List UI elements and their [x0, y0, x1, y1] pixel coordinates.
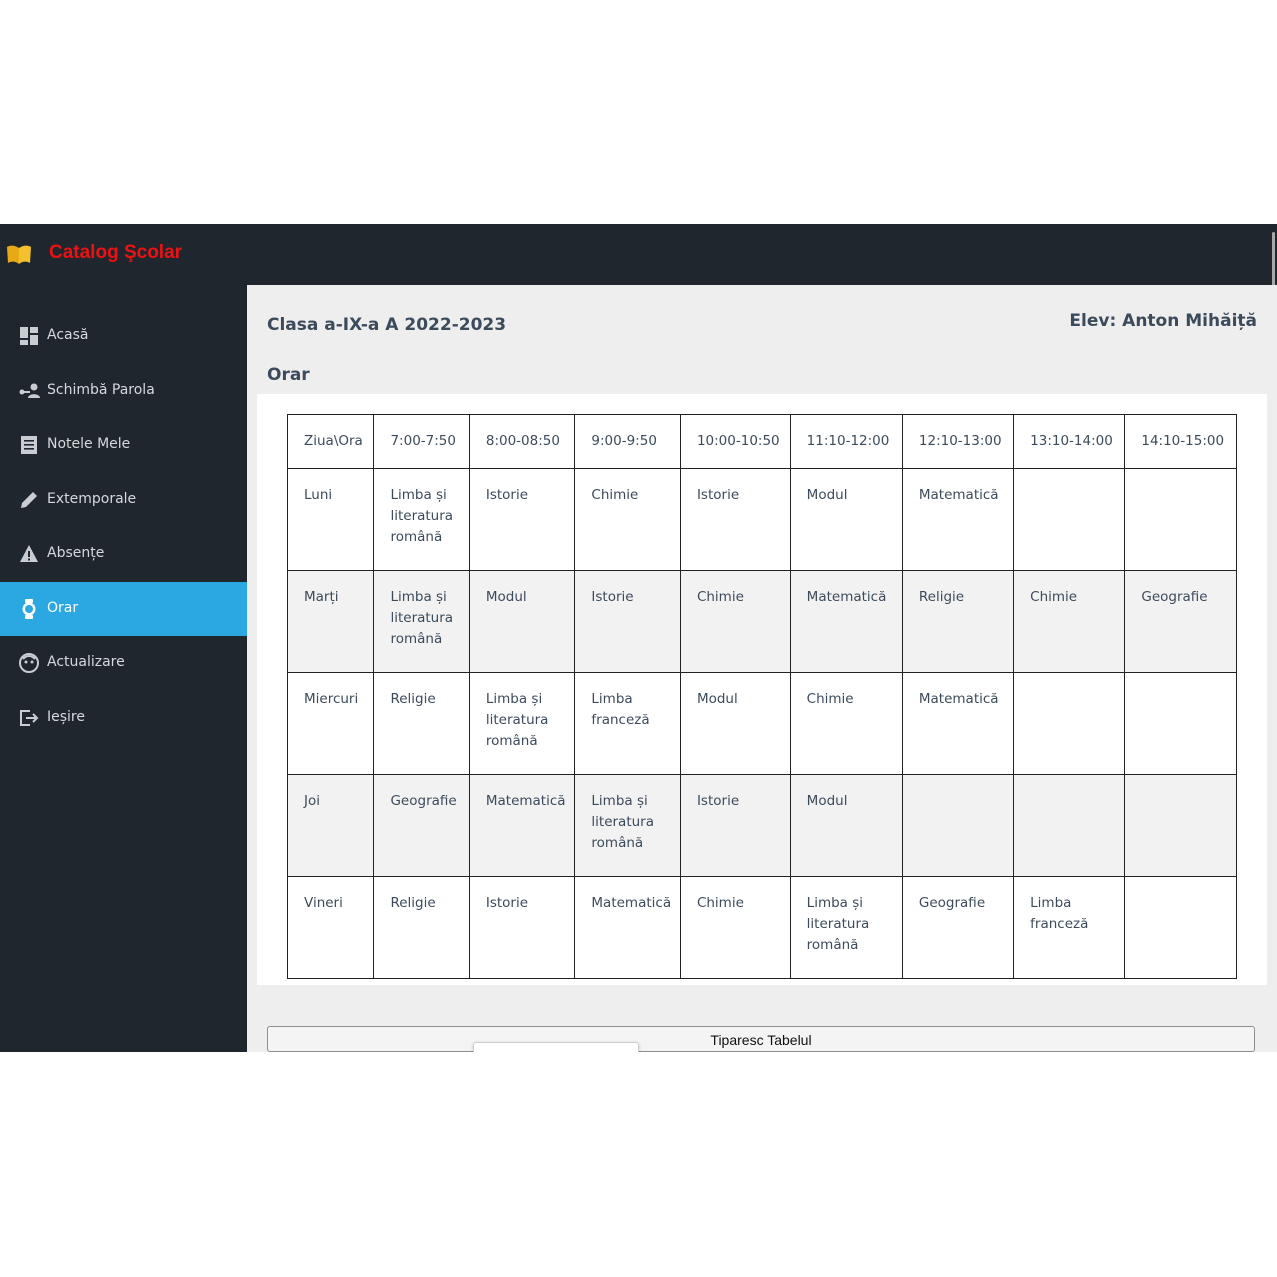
- table-cell: Modul: [468, 570, 576, 673]
- table-cell: Limba și literatura română: [373, 468, 470, 571]
- dashboard-icon: [19, 326, 39, 346]
- table-cell: Istorie: [679, 468, 791, 571]
- day-cell: Vineri: [287, 876, 375, 979]
- book-icon: [6, 244, 32, 270]
- sidebar-item-extemporale[interactable]: Extemporale: [0, 473, 247, 527]
- sidebar-item-label: Notele Mele: [47, 436, 131, 452]
- table-cell: Chimie: [679, 876, 791, 979]
- sidebar-item-orar[interactable]: Orar: [0, 582, 247, 636]
- day-cell: Joi: [287, 774, 375, 877]
- header-cell: 13:10-14:00: [1013, 414, 1126, 469]
- table-cell: [1013, 672, 1126, 775]
- header-cell: 9:00-9:50: [574, 414, 681, 469]
- table-cell: [1124, 876, 1237, 979]
- class-title: Clasa a-IX-a A 2022-2023: [267, 315, 507, 335]
- print-table-button[interactable]: Tiparesc Tabelul: [267, 1026, 1255, 1052]
- header-cell: 8:00-08:50: [468, 414, 576, 469]
- sidebar-item-label: Extemporale: [47, 491, 137, 507]
- table-row: Joi Geografie Matematică Limba și litera…: [287, 774, 1237, 877]
- section-title: Orar: [267, 365, 310, 385]
- table-row: Miercuri Religie Limba și literatura rom…: [287, 672, 1237, 775]
- table-cell: [901, 774, 1015, 877]
- table-cell: [1124, 468, 1237, 571]
- app-window: Catalog Şcolar Acasă Schimbă Parola Note…: [0, 224, 1277, 1052]
- header-cell: 10:00-10:50: [679, 414, 791, 469]
- table-cell: Istorie: [574, 570, 681, 673]
- table-cell: Limba și literatura română: [373, 570, 470, 673]
- table-row: Marți Limba și literatura română Modul I…: [287, 570, 1237, 673]
- table-cell: [1013, 774, 1126, 877]
- sidebar-item-label: Actualizare: [47, 654, 125, 670]
- table-cell: Chimie: [1013, 570, 1126, 673]
- table-cell: Matematică: [789, 570, 903, 673]
- sidebar-item-label: Schimbă Parola: [47, 382, 155, 398]
- sidebar: Acasă Schimbă Parola Notele Mele Extempo…: [0, 285, 247, 1052]
- header-cell: 7:00-7:50: [373, 414, 470, 469]
- day-cell: Marți: [287, 570, 375, 673]
- table-cell: Chimie: [679, 570, 791, 673]
- table-cell: Chimie: [789, 672, 903, 775]
- notes-icon: [19, 435, 39, 455]
- main-content: Clasa a-IX-a A 2022-2023 Elev: Anton Mih…: [247, 285, 1277, 1052]
- table-cell: Limba franceză: [1013, 876, 1126, 979]
- table-cell: Matematică: [901, 672, 1015, 775]
- table-header-row: Ziua\Ora 7:00-7:50 8:00-08:50 9:00-9:50 …: [287, 414, 1237, 469]
- header-cell: Ziua\Ora: [287, 414, 375, 469]
- user-key-icon: [19, 381, 40, 401]
- table-cell: Matematică: [574, 876, 681, 979]
- table-row: Luni Limba și literatura română Istorie …: [287, 468, 1237, 571]
- table-cell: Religie: [901, 570, 1015, 673]
- header-cell: 11:10-12:00: [789, 414, 903, 469]
- table-cell: Matematică: [468, 774, 576, 877]
- top-bar: Catalog Şcolar: [0, 224, 1277, 1022]
- table-cell: Chimie: [574, 468, 681, 571]
- sidebar-item-schimba-parola[interactable]: Schimbă Parola: [0, 364, 247, 418]
- table-cell: [1124, 672, 1237, 775]
- sidebar-item-actualizare[interactable]: Actualizare: [0, 636, 247, 690]
- table-cell: Geografie: [373, 774, 470, 877]
- sidebar-item-iesire[interactable]: Ieșire: [0, 691, 247, 745]
- table-cell: Religie: [373, 672, 470, 775]
- sidebar-item-absente[interactable]: Absențe: [0, 527, 247, 581]
- day-cell: Luni: [287, 468, 375, 571]
- sidebar-item-acasa[interactable]: Acasă: [0, 309, 247, 363]
- table-row: Vineri Religie Istorie Matematică Chimie…: [287, 876, 1237, 979]
- sidebar-item-label: Ieșire: [47, 709, 85, 725]
- header-cell: 14:10-15:00: [1124, 414, 1237, 469]
- table-cell: Limba și literatura română: [468, 672, 576, 775]
- tooltip: [473, 1042, 639, 1052]
- watch-icon: [19, 599, 39, 619]
- sidebar-item-label: Acasă: [47, 327, 89, 343]
- face-icon: [19, 653, 39, 673]
- student-name: Elev: Anton Mihăiță: [1069, 311, 1257, 331]
- app-brand[interactable]: Catalog Şcolar: [49, 242, 183, 263]
- logout-icon: [19, 708, 39, 728]
- table-cell: Geografie: [901, 876, 1015, 979]
- table-cell: Istorie: [468, 468, 576, 571]
- table-cell: Limba și literatura română: [789, 876, 903, 979]
- sidebar-item-label: Absențe: [47, 545, 105, 561]
- table-cell: Matematică: [901, 468, 1015, 571]
- table-cell: Istorie: [468, 876, 576, 979]
- table-cell: Modul: [679, 672, 791, 775]
- sidebar-item-label: Orar: [47, 600, 79, 616]
- schedule-table-wrapper[interactable]: Ziua\Ora 7:00-7:50 8:00-08:50 9:00-9:50 …: [287, 414, 1237, 979]
- table-cell: Limba franceză: [574, 672, 681, 775]
- schedule-card: Ziua\Ora 7:00-7:50 8:00-08:50 9:00-9:50 …: [257, 394, 1267, 985]
- pencil-icon: [19, 490, 39, 510]
- day-cell: Miercuri: [287, 672, 375, 775]
- table-cell: Limba și literatura română: [574, 774, 681, 877]
- table-cell: [1124, 774, 1237, 877]
- warning-icon: [19, 544, 39, 564]
- table-cell: Geografie: [1124, 570, 1237, 673]
- table-cell: Modul: [789, 774, 903, 877]
- header-cell: 12:10-13:00: [901, 414, 1015, 469]
- table-cell: [1013, 468, 1126, 571]
- table-cell: Istorie: [679, 774, 791, 877]
- table-cell: Religie: [373, 876, 470, 979]
- schedule-table: Ziua\Ora 7:00-7:50 8:00-08:50 9:00-9:50 …: [287, 414, 1237, 979]
- table-cell: Modul: [789, 468, 903, 571]
- sidebar-item-notele-mele[interactable]: Notele Mele: [0, 418, 247, 472]
